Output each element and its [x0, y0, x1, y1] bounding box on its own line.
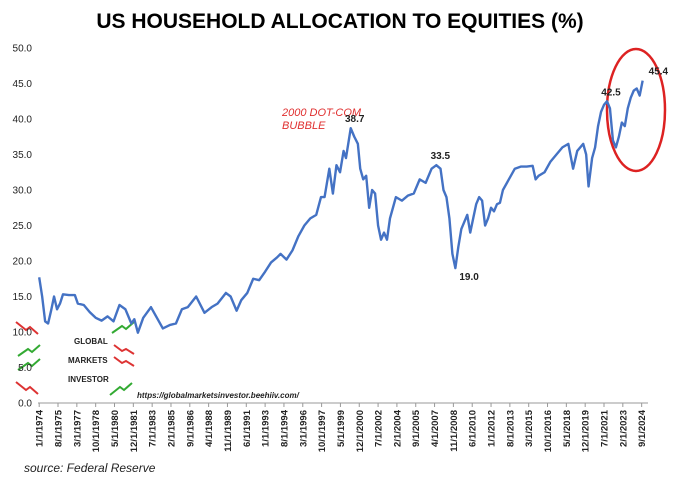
data-label: 42.5 [601, 87, 621, 98]
x-tick-label: 7/1/2021 [600, 409, 611, 447]
x-tick-label: 11/1/2008 [449, 410, 460, 452]
x-tick-label: 9/1/2005 [411, 409, 422, 447]
x-tick-label: 10/1/1978 [91, 410, 102, 452]
x-tick-label: 8/1/1975 [54, 409, 65, 447]
x-tick-label: 6/1/2010 [468, 410, 479, 447]
y-tick-label: 25.0 [13, 221, 33, 232]
x-tick-label: 3/1/2015 [524, 409, 535, 447]
x-tick-label: 9/1/1986 [185, 410, 196, 447]
y-tick-label: 45.0 [13, 79, 33, 90]
x-tick-label: 6/1/1991 [242, 409, 253, 447]
x-tick-label: 7/1/1983 [148, 410, 159, 447]
annotation: 2000 DOT-COM [281, 107, 362, 119]
x-tick-label: 7/1/2002 [374, 410, 385, 447]
x-tick-label: 1/1/1993 [261, 410, 272, 447]
x-tick-label: 5/1/1980 [110, 410, 121, 447]
watermark: https://globalmarketsinvestor.beehiiv.co… [137, 391, 300, 400]
y-tick-label: 35.0 [13, 150, 33, 161]
x-tick-label: 3/1/1977 [72, 410, 83, 447]
logo [15, 321, 135, 396]
y-tick-label: 20.0 [13, 257, 33, 268]
y-tick-label: 0.0 [18, 399, 32, 410]
x-tick-label: 11/1/1989 [223, 410, 234, 452]
x-tick-label: 1/1/2012 [487, 410, 498, 447]
watermark: INVESTOR [68, 375, 109, 384]
x-tick-label: 8/1/2013 [505, 410, 516, 447]
x-tick-label: 12/1/1981 [129, 409, 140, 452]
y-tick-label: 10.0 [13, 328, 33, 339]
data-label: 38.7 [345, 114, 365, 125]
chart-title: US HOUSEHOLD ALLOCATION TO EQUITIES (%) [96, 10, 583, 33]
source: source: Federal Reserve [24, 461, 156, 475]
x-tick-label: 1/1/1974 [35, 409, 46, 447]
x-tick-label: 2/1/2023 [618, 410, 629, 447]
x-tick-label: 9/1/2024 [637, 409, 648, 447]
x-tick-label: 10/1/2016 [543, 410, 554, 452]
x-tick-label: 2/1/2004 [392, 409, 403, 447]
x-tick-label: 2/1/1985 [166, 409, 177, 447]
x-tick-label: 4/1/1988 [204, 410, 215, 447]
x-tick-label: 3/1/1996 [298, 410, 309, 447]
highlight-circle [605, 47, 667, 173]
y-tick-label: 15.0 [13, 292, 33, 303]
x-tick-label: 4/1/2007 [430, 410, 441, 447]
x-tick-label: 12/1/2019 [581, 410, 592, 452]
data-label: 19.0 [459, 272, 479, 283]
y-tick-label: 5.0 [18, 363, 32, 374]
x-tick-label: 12/1/2000 [355, 410, 366, 452]
data-label: 33.5 [431, 151, 451, 162]
x-tick-label: 5/1/2018 [562, 410, 573, 447]
watermark: MARKETS [68, 356, 108, 365]
x-tick-label: 5/1/1999 [336, 410, 347, 447]
data-label: 45.4 [649, 67, 669, 78]
x-tick-label: 8/1/1994 [279, 409, 290, 447]
x-tick-label: 10/1/1997 [317, 410, 328, 452]
watermark: GLOBAL [74, 337, 108, 346]
annotation: BUBBLE [282, 120, 326, 132]
line [38, 80, 644, 334]
y-tick-label: 40.0 [13, 115, 33, 126]
y-tick-label: 50.0 [13, 44, 33, 55]
y-tick-label: 30.0 [13, 186, 33, 197]
